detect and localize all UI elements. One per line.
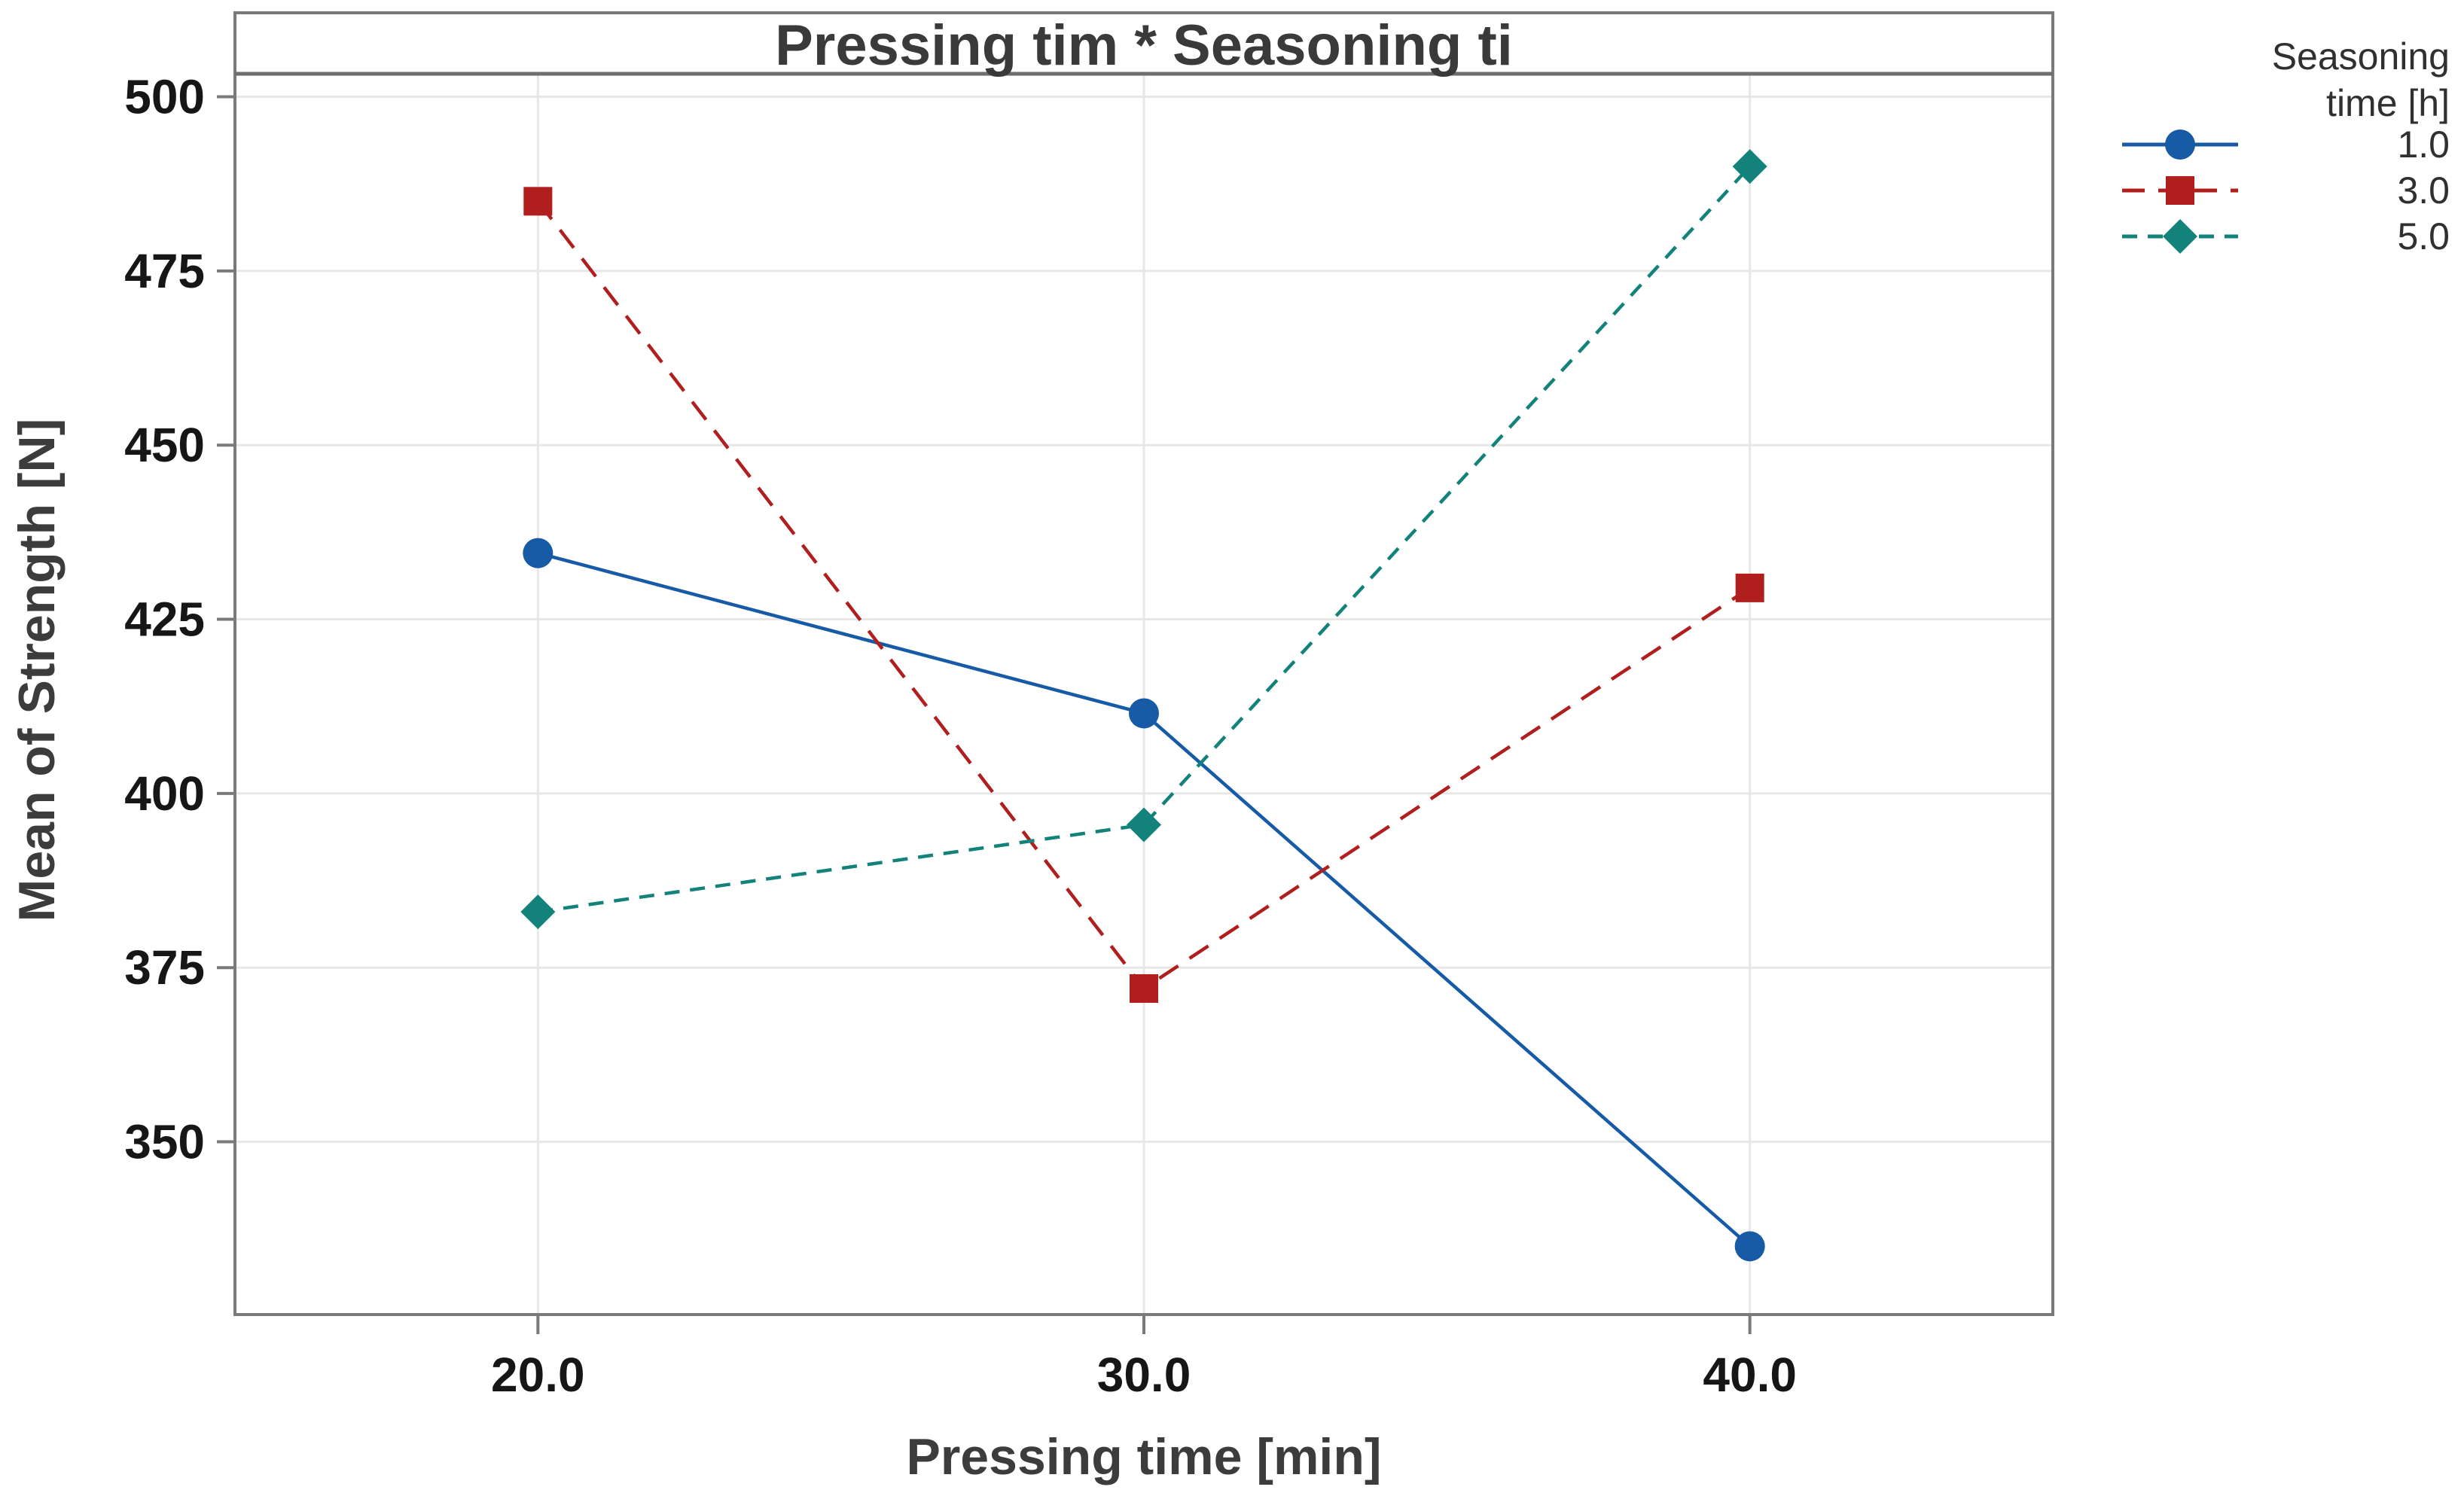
data-point-circle bbox=[1129, 698, 1159, 729]
axis-tick-labels: 350 375 400 425 450 475 500 20.0 30.0 40.0 bbox=[124, 70, 1797, 1402]
data-point-square bbox=[2166, 176, 2194, 205]
data-point-diamond bbox=[1127, 807, 1161, 842]
x-tick-label: 20.0 bbox=[491, 1348, 585, 1402]
data-point-square bbox=[523, 187, 553, 216]
x-tick-label: 40.0 bbox=[1703, 1348, 1797, 1402]
legend-label-5.0: 5.0 bbox=[2397, 215, 2450, 257]
axis-ticks bbox=[217, 95, 1752, 1334]
chart-title: Pressing tim * Seasoning ti bbox=[775, 14, 1513, 78]
gridlines bbox=[235, 74, 2053, 1315]
data-point-diamond bbox=[1732, 149, 1767, 184]
y-tick-label: 400 bbox=[124, 766, 205, 821]
legend-label-3.0: 3.0 bbox=[2397, 169, 2450, 212]
legend-title-line1: Seasoning bbox=[2272, 35, 2450, 78]
data-point-diamond bbox=[2163, 219, 2197, 254]
y-tick-label: 375 bbox=[124, 940, 205, 995]
data-series bbox=[520, 149, 1767, 1262]
data-point-diamond bbox=[520, 894, 556, 930]
legend: 1.03.05.0 bbox=[2122, 123, 2450, 257]
y-axis-title: Mean of Strength [N] bbox=[8, 419, 66, 922]
data-point-square bbox=[1735, 573, 1764, 602]
x-tick-label: 30.0 bbox=[1097, 1348, 1191, 1402]
data-point-circle bbox=[523, 538, 553, 568]
y-tick-label: 425 bbox=[124, 593, 205, 647]
y-tick-label: 450 bbox=[124, 418, 205, 472]
legend-label-1.0: 1.0 bbox=[2397, 123, 2450, 166]
data-point-circle bbox=[1734, 1231, 1765, 1262]
data-point-circle bbox=[2165, 129, 2195, 160]
legend-title-line2: time [h] bbox=[2326, 82, 2450, 124]
y-tick-label: 350 bbox=[124, 1115, 205, 1169]
y-tick-label: 500 bbox=[124, 70, 205, 124]
data-point-square bbox=[1130, 973, 1158, 1003]
y-tick-label: 475 bbox=[124, 244, 205, 298]
x-axis-title: Pressing time [min] bbox=[906, 1428, 1381, 1485]
series-line-5.0 bbox=[538, 165, 1752, 914]
